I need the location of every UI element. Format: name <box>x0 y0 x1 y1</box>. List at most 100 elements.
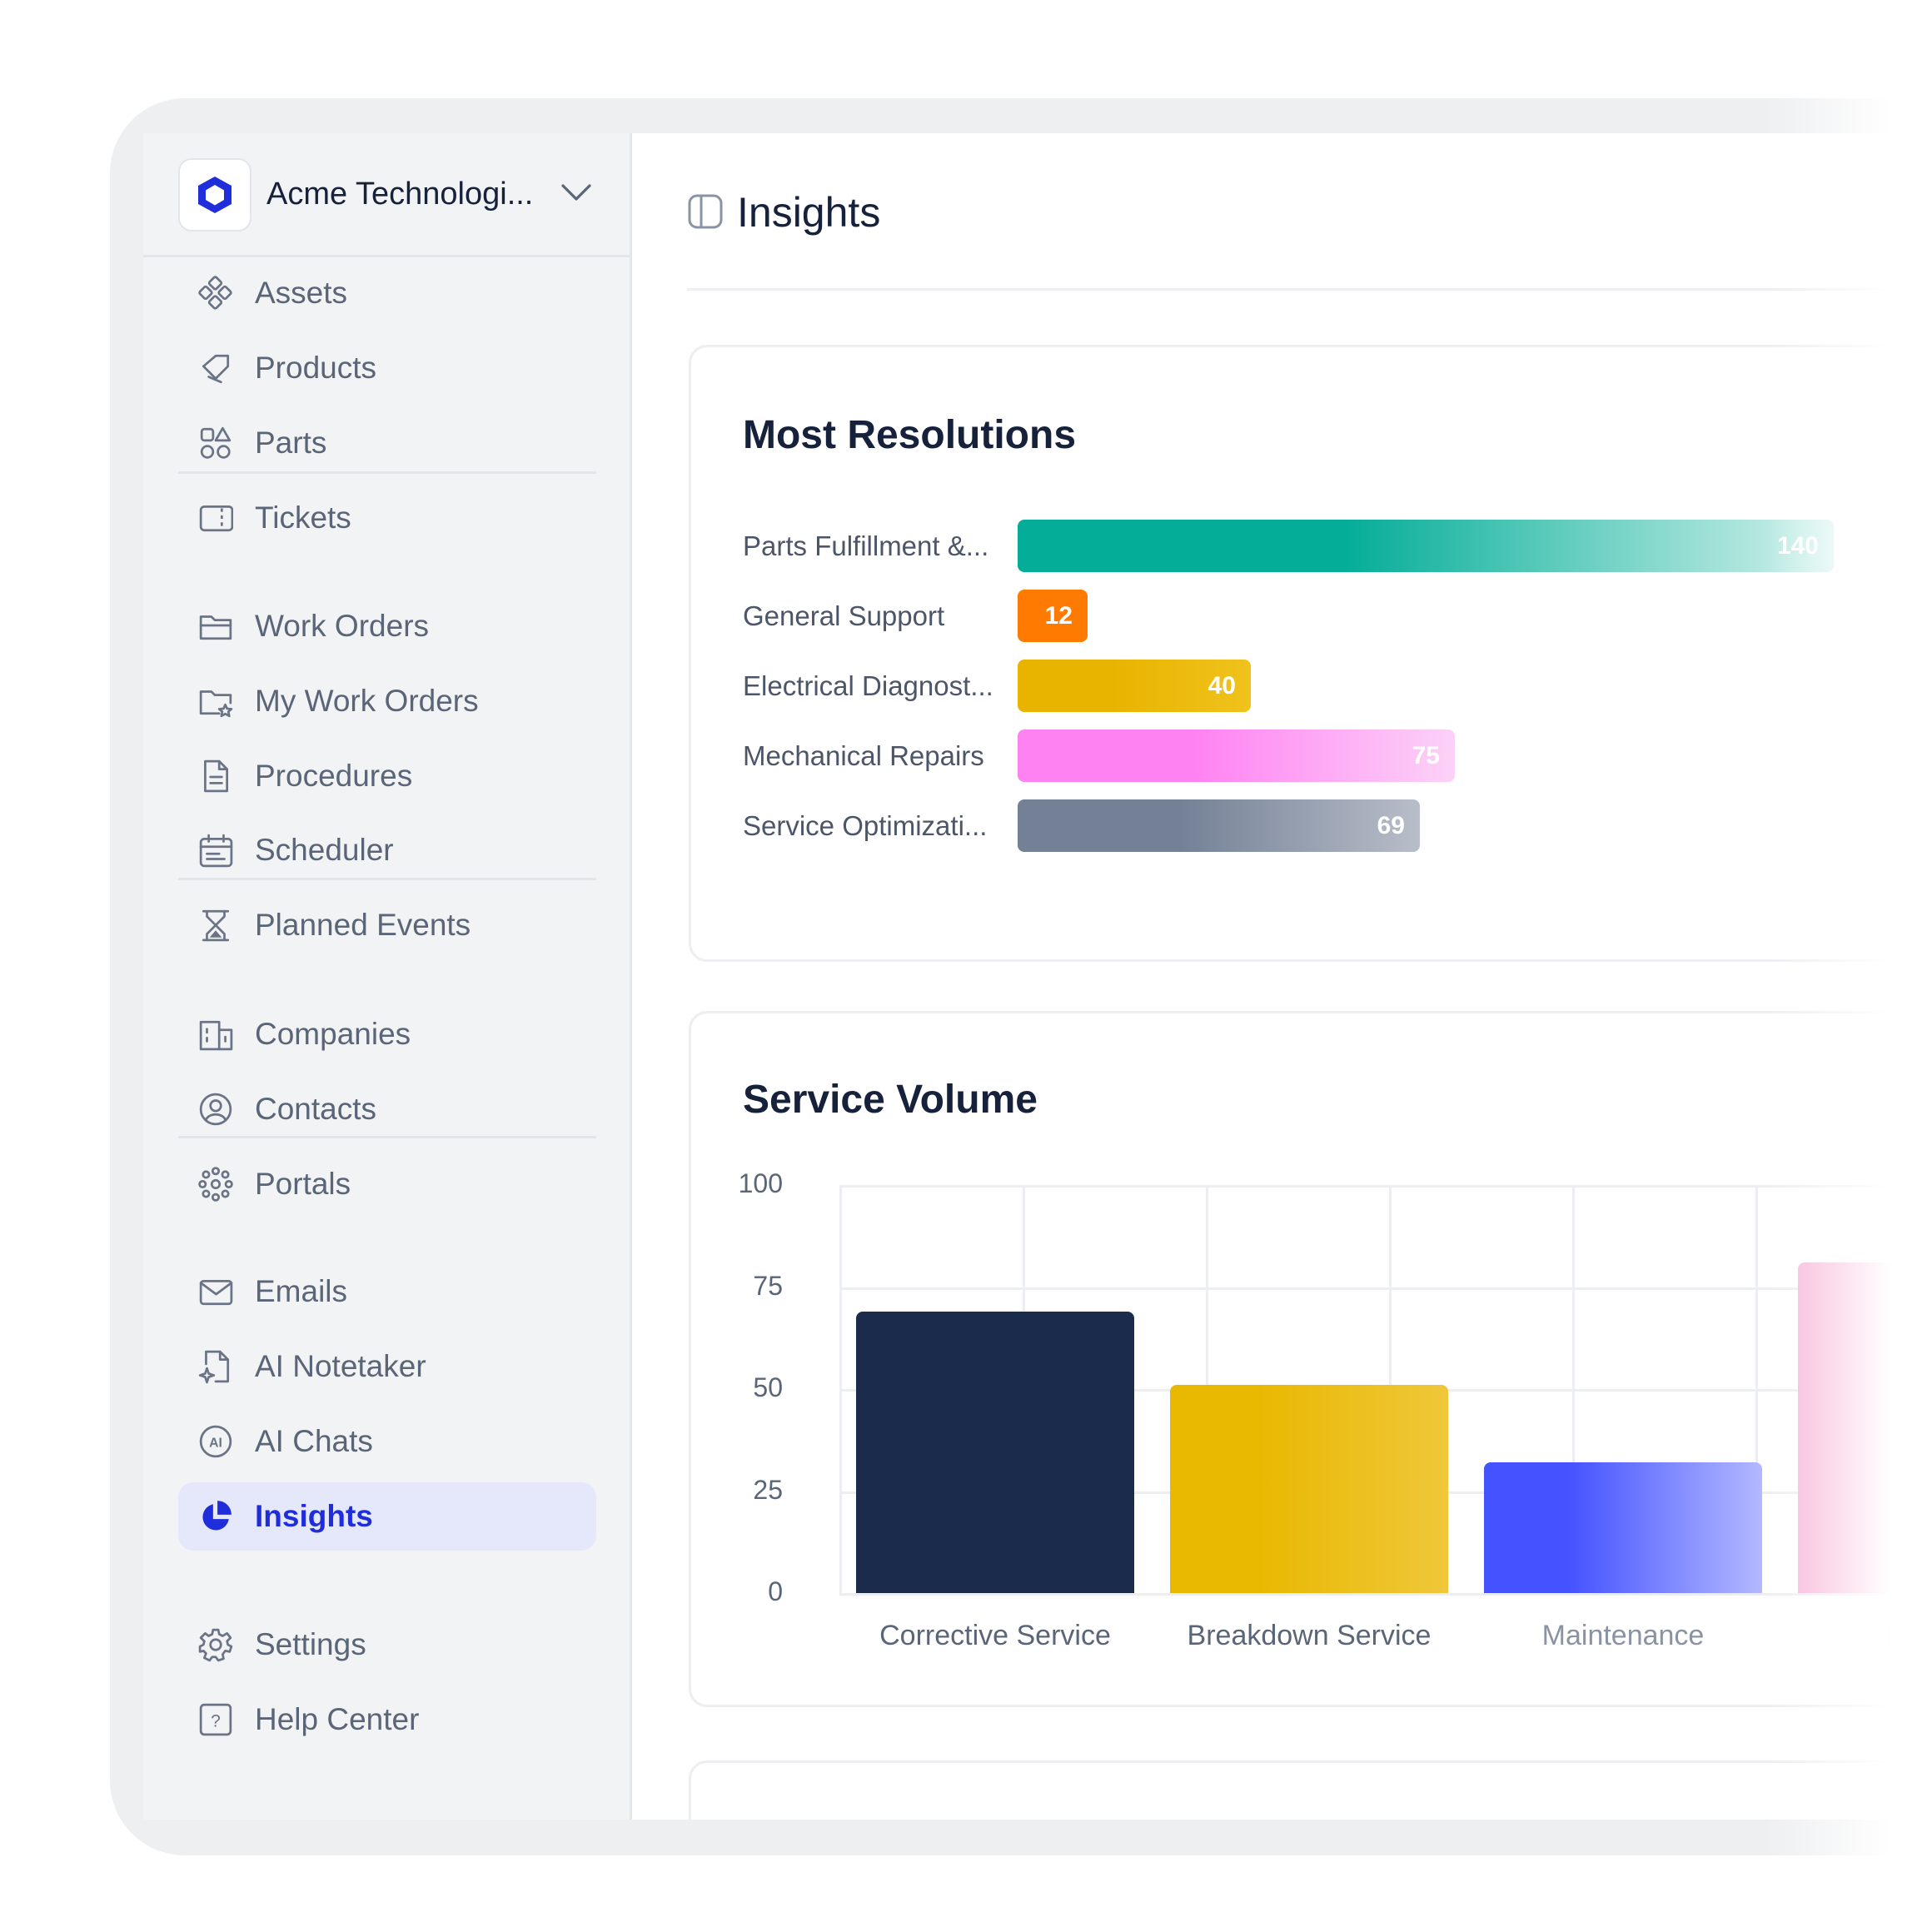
sidebar-item-settings[interactable]: Settings <box>178 1611 596 1679</box>
gridline-vertical <box>1755 1185 1758 1593</box>
building-icon <box>198 1017 233 1052</box>
column-0[interactable] <box>856 1311 1134 1593</box>
ticket-icon <box>198 500 234 535</box>
bar-3[interactable]: 75 <box>1018 729 1455 782</box>
bar-value: 69 <box>1377 812 1405 839</box>
calendar-icon <box>198 833 233 868</box>
column-2[interactable] <box>1484 1462 1762 1593</box>
most-resolutions-card: Most Resolutions Parts Fulfillment &... 1… <box>689 345 1932 962</box>
hexagon-logo-icon <box>178 158 251 232</box>
y-tick-label: 75 <box>753 1270 783 1301</box>
sidebar-item-label: Parts <box>255 426 327 460</box>
org-switcher[interactable]: Acme Technologi... <box>143 133 630 257</box>
sidebar-item-parts[interactable]: Parts <box>178 409 596 477</box>
sidebar-item-label: Help Center <box>255 1702 420 1736</box>
sidebar-divider <box>178 471 596 474</box>
mail-icon <box>198 1274 233 1309</box>
bar-1[interactable]: 12 <box>1018 590 1088 642</box>
sidebar-item-scheduler[interactable]: Scheduler <box>178 816 596 884</box>
bar-0[interactable]: 140 <box>1018 520 1834 572</box>
sidebar-item-label: Companies <box>255 1017 411 1051</box>
sidebar-item-assets[interactable]: Assets <box>178 259 596 327</box>
sidebar-item-emails[interactable]: Emails <box>178 1257 596 1326</box>
gridline-vertical <box>1572 1185 1575 1593</box>
y-tick-label: 25 <box>753 1474 783 1505</box>
most-resolutions-title: Most Resolutions <box>743 413 1077 457</box>
svg-text:?: ? <box>211 1711 221 1730</box>
sidebar-item-work-orders[interactable]: Work Orders <box>178 592 596 660</box>
sidebar-item-label: AI Chats <box>255 1424 373 1458</box>
sidebar-item-label: Tickets <box>255 500 351 535</box>
sidebar-item-companies[interactable]: Companies <box>178 1000 596 1068</box>
app-window: Acme Technologi... Assets Products Parts Ti… <box>143 133 1932 1820</box>
sidebar-item-label: Settings <box>255 1627 366 1661</box>
gridline-vertical <box>839 1185 842 1593</box>
bar-2[interactable]: 40 <box>1018 660 1251 712</box>
bar-label: Parts Fulfillment &... <box>743 530 989 561</box>
shapes-icon <box>198 426 233 461</box>
sidebar-item-tickets[interactable]: Tickets <box>178 484 596 552</box>
folder-star-icon <box>198 684 233 719</box>
portals-icon <box>198 1167 233 1202</box>
ai-chat-icon: AI <box>198 1424 233 1459</box>
sidebar-divider <box>178 1136 596 1138</box>
y-tick-label: 50 <box>753 1372 783 1402</box>
sidebar-item-label: Procedures <box>255 759 413 793</box>
sidebar-item-planned-events[interactable]: Planned Events <box>178 891 596 959</box>
sidebar-item-label: Products <box>255 351 377 385</box>
bar-value: 140 <box>1776 532 1819 560</box>
sidebar: Acme Technologi... Assets Products Parts Ti… <box>143 133 632 1820</box>
sidebar-item-label: Planned Events <box>255 908 471 942</box>
bar-value: 75 <box>1412 742 1440 769</box>
main-content: Insights Most Resolutions Parts Fulfillm… <box>632 133 1932 1820</box>
bar-label: Service Optimizati... <box>743 810 988 841</box>
sidebar-item-label: Assets <box>255 276 348 310</box>
sidebar-item-contacts[interactable]: Contacts <box>178 1075 596 1143</box>
sidebar-item-label: AI Notetaker <box>255 1349 426 1383</box>
sidebar-item-my-work-orders[interactable]: My Work Orders <box>178 667 596 735</box>
next-card <box>689 1760 1932 1820</box>
page-title: Insights <box>737 189 881 236</box>
ai-note-icon <box>198 1349 233 1384</box>
x-tick-label: Maintenance <box>1541 1620 1705 1651</box>
header-divider <box>687 288 1932 291</box>
sidebar-item-ai-chats[interactable]: AI AI Chats <box>178 1407 596 1476</box>
tag-icon <box>198 351 233 386</box>
service-volume-card: Service Volume 0 25 50 75 100 Corrective Serv… <box>689 1011 1932 1707</box>
sidebar-item-help-center[interactable]: ? Help Center <box>178 1686 596 1754</box>
bar-value: 12 <box>1044 602 1073 630</box>
x-tick-label: Breakdown Service <box>1187 1620 1432 1651</box>
svg-text:AI: AI <box>209 1436 222 1450</box>
document-icon <box>198 759 233 794</box>
column-1[interactable] <box>1170 1385 1448 1593</box>
org-name: Acme Technologi... <box>266 177 534 212</box>
gridline-horizontal <box>839 1287 1932 1290</box>
bar-value: 40 <box>1208 672 1236 700</box>
sidebar-item-ai-notetaker[interactable]: AI Notetaker <box>178 1332 596 1401</box>
gridline-horizontal <box>839 1185 1932 1188</box>
pie-chart-icon <box>198 1499 233 1534</box>
y-tick-label: 0 <box>768 1576 783 1606</box>
folder-icon <box>198 609 233 644</box>
sidebar-divider <box>178 878 596 880</box>
sidebar-item-label: Portals <box>255 1167 351 1201</box>
sidebar-item-products[interactable]: Products <box>178 334 596 402</box>
sidebar-item-insights[interactable]: Insights <box>178 1482 596 1551</box>
hourglass-icon <box>198 908 233 943</box>
help-icon: ? <box>198 1702 233 1737</box>
bar-label: General Support <box>743 600 945 631</box>
column-3[interactable] <box>1798 1262 1932 1593</box>
sidebar-toggle-icon[interactable] <box>687 193 724 230</box>
user-circle-icon <box>198 1092 233 1127</box>
chevron-down-icon[interactable] <box>560 182 593 203</box>
sidebar-item-procedures[interactable]: Procedures <box>178 742 596 810</box>
x-tick-label: Corrective Service <box>879 1620 1111 1651</box>
bar-label: Mechanical Repairs <box>743 740 984 771</box>
sidebar-item-portals[interactable]: Portals <box>178 1150 596 1218</box>
y-tick-label: 100 <box>738 1168 783 1198</box>
sidebar-item-label: Scheduler <box>255 833 394 867</box>
bar-4[interactable]: 69 <box>1018 799 1420 852</box>
sidebar-item-label: Contacts <box>255 1092 377 1126</box>
x-tick-label: Planned <box>1885 1620 1932 1651</box>
bar-label: Electrical Diagnost... <box>743 670 993 701</box>
